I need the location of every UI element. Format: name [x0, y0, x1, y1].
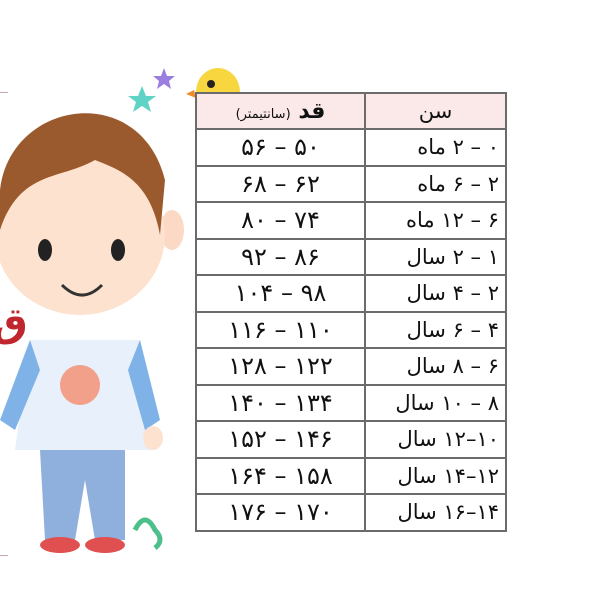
height-cell: ۱۵۸ – ۱۶۴ — [195, 456, 366, 495]
height-cell: ۵۰ – ۵۶ — [195, 128, 366, 167]
age-cell: ۱ – ۲ سال — [364, 237, 507, 276]
header-height: قد (سانتیمتر) — [195, 92, 366, 130]
age-cell: ۸ – ۱۰ سال — [364, 383, 507, 422]
table-row: ۸۶ – ۹۲ ۱ – ۲ سال — [195, 237, 507, 276]
star-icon — [128, 86, 156, 112]
height-cell: ۱۱۰ – ۱۱۶ — [195, 310, 366, 349]
age-cell: ۴ – ۶ سال — [364, 310, 507, 349]
size-chart-table: قد (سانتیمتر) سن ۵۰ – ۵۶ ۰ – ۲ ماه ۶۲ – ۶… — [195, 92, 507, 532]
header-height-unit: (سانتیمتر) — [235, 106, 291, 122]
star-icon — [153, 68, 175, 89]
height-cell: ۱۲۲ – ۱۲۸ — [195, 347, 366, 386]
age-cell: ۶ – ۱۲ ماه — [364, 201, 507, 240]
age-cell: ۶ – ۸ سال — [364, 347, 507, 386]
age-cell: ۲ – ۶ ماه — [364, 164, 507, 203]
age-cell: ۱۲–۱۴ سال — [364, 456, 507, 495]
table-row: ۶۲ – ۶۸ ۲ – ۶ ماه — [195, 164, 507, 203]
table-row: ۱۳۴ – ۱۴۰ ۸ – ۱۰ سال — [195, 383, 507, 422]
header-age: سن — [364, 92, 507, 130]
height-cell: ۸۶ – ۹۲ — [195, 237, 366, 276]
table-row: ۱۴۶ – ۱۵۲ ۱۰–۱۲ سال — [195, 420, 507, 459]
age-cell: ۱۴–۱۶ سال — [364, 493, 507, 532]
table-row: ۵۰ – ۵۶ ۰ – ۲ ماه — [195, 128, 507, 167]
side-letter: ق — [0, 300, 28, 346]
table-row: ۱۱۰ – ۱۱۶ ۴ – ۶ سال — [195, 310, 507, 349]
height-cell: ۹۸ – ۱۰۴ — [195, 274, 366, 313]
table-header-row: قد (سانتیمتر) سن — [195, 92, 507, 130]
header-height-label: قد — [298, 98, 326, 124]
age-cell: ۰ – ۲ ماه — [364, 128, 507, 167]
table-row: ۷۴ – ۸۰ ۶ – ۱۲ ماه — [195, 201, 507, 240]
height-cell: ۶۲ – ۶۸ — [195, 164, 366, 203]
height-cell: ۱۴۶ – ۱۵۲ — [195, 420, 366, 459]
frame-line — [0, 92, 8, 556]
height-cell: ۱۳۴ – ۱۴۰ — [195, 383, 366, 422]
table-row: ۱۲۲ – ۱۲۸ ۶ – ۸ سال — [195, 347, 507, 386]
age-cell: ۱۰–۱۲ سال — [364, 420, 507, 459]
height-cell: ۱۷۰ – ۱۷۶ — [195, 493, 366, 532]
table-row: ۹۸ – ۱۰۴ ۲ – ۴ سال — [195, 274, 507, 313]
table-row: ۱۷۰ – ۱۷۶ ۱۴–۱۶ سال — [195, 493, 507, 532]
age-cell: ۲ – ۴ سال — [364, 274, 507, 313]
boy-illustration — [0, 68, 184, 553]
height-cell: ۷۴ – ۸۰ — [195, 201, 366, 240]
table-row: ۱۵۸ – ۱۶۴ ۱۲–۱۴ سال — [195, 456, 507, 495]
